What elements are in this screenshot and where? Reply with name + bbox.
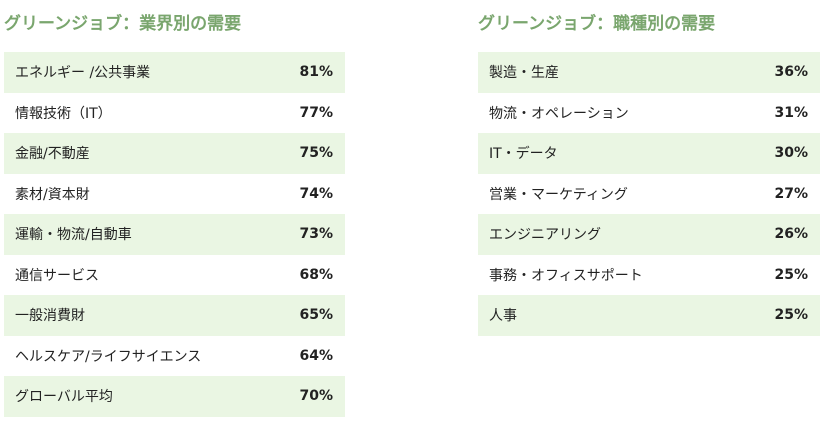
row-label: 運輸・物流/自動車 xyxy=(15,227,132,244)
industry-demand-rows: エネルギー /公共事業 81% 情報技術（IT） 77% 金融/不動産 75% … xyxy=(4,52,345,417)
row-value: 73% xyxy=(299,226,333,243)
row-label: 物流・オペレーション xyxy=(489,105,629,122)
jobtype-row-manufacturing: 製造・生産 36% xyxy=(478,52,820,93)
jobtype-demand-table: グリーンジョブ：職種別の需要 製造・生産 36% 物流・オペレーション 31% … xyxy=(478,0,820,336)
industry-row-healthcare: ヘルスケア/ライフサイエンス 64% xyxy=(4,335,345,376)
jobtype-row-hr: 人事 25% xyxy=(478,295,820,336)
row-label: 金融/不動産 xyxy=(15,146,90,163)
industry-row-finance: 金融/不動産 75% xyxy=(4,133,345,174)
row-value: 75% xyxy=(299,145,333,162)
row-value: 77% xyxy=(299,104,333,121)
row-value: 25% xyxy=(774,266,808,283)
jobtype-row-engineering: エンジニアリング 26% xyxy=(478,214,820,255)
row-value: 27% xyxy=(774,185,808,202)
industry-row-energy: エネルギー /公共事業 81% xyxy=(4,52,345,93)
industry-row-telecom: 通信サービス 68% xyxy=(4,254,345,295)
row-value: 31% xyxy=(774,104,808,121)
industry-demand-title: グリーンジョブ：業界別の需要 xyxy=(4,14,242,34)
row-label: グローバル平均 xyxy=(15,389,113,406)
row-value: 64% xyxy=(299,347,333,364)
industry-row-consumer: 一般消費財 65% xyxy=(4,295,345,336)
jobtype-demand-title: グリーンジョブ：職種別の需要 xyxy=(478,14,716,34)
row-value: 30% xyxy=(774,145,808,162)
row-label: 一般消費財 xyxy=(15,308,85,325)
row-label: 営業・マーケティング xyxy=(489,186,628,203)
jobtype-row-it-data: IT・データ 30% xyxy=(478,133,820,174)
jobtype-row-logistics: 物流・オペレーション 31% xyxy=(478,92,820,133)
row-label: 事務・オフィスサポート xyxy=(489,267,643,284)
row-value: 26% xyxy=(774,226,808,243)
row-label: 通信サービス xyxy=(15,267,99,284)
jobtype-row-sales-marketing: 営業・マーケティング 27% xyxy=(478,173,820,214)
row-label: 素材/資本財 xyxy=(15,186,90,203)
row-label: エネルギー /公共事業 xyxy=(15,65,151,82)
row-value: 36% xyxy=(774,64,808,81)
industry-row-materials: 素材/資本財 74% xyxy=(4,173,345,214)
row-value: 74% xyxy=(299,185,333,202)
row-label: 情報技術（IT） xyxy=(15,105,112,122)
industry-row-global-average: グローバル平均 70% xyxy=(4,376,345,417)
row-label: 人事 xyxy=(489,308,517,325)
industry-row-transport: 運輸・物流/自動車 73% xyxy=(4,214,345,255)
row-value: 70% xyxy=(299,388,333,405)
industry-row-it: 情報技術（IT） 77% xyxy=(4,92,345,133)
row-value: 68% xyxy=(299,266,333,283)
row-label: IT・データ xyxy=(489,146,558,163)
row-value: 81% xyxy=(299,64,333,81)
row-value: 25% xyxy=(774,307,808,324)
jobtype-demand-rows: 製造・生産 36% 物流・オペレーション 31% IT・データ 30% 営業・マ… xyxy=(478,52,820,336)
industry-demand-table: グリーンジョブ：業界別の需要 エネルギー /公共事業 81% 情報技術（IT） … xyxy=(4,0,345,417)
row-label: ヘルスケア/ライフサイエンス xyxy=(15,348,202,365)
row-value: 65% xyxy=(299,307,333,324)
row-label: エンジニアリング xyxy=(489,227,601,244)
row-label: 製造・生産 xyxy=(489,65,559,82)
jobtype-row-office-support: 事務・オフィスサポート 25% xyxy=(478,254,820,295)
